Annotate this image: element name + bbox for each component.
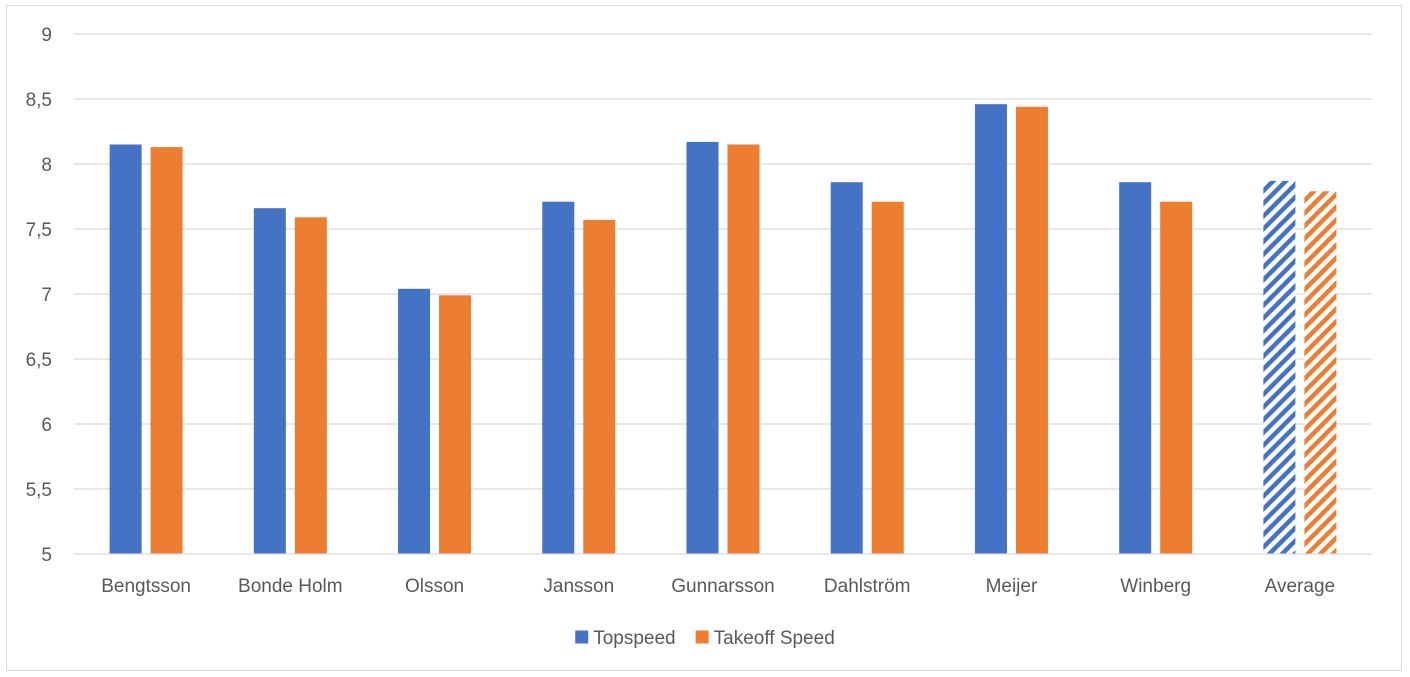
x-tick-label: Dahlström — [824, 576, 911, 597]
legend-swatch-takeoff-speed — [695, 630, 709, 644]
y-tick-label: 8,5 — [26, 90, 52, 111]
bar-takeoff-speed-olsson — [439, 295, 472, 554]
gridlines — [74, 33, 1372, 490]
bar-takeoff-speed-meijer — [1015, 106, 1048, 555]
y-tick-label: 6,5 — [26, 350, 52, 371]
x-tick-label: Bengtsson — [101, 576, 191, 597]
y-tick-label: 7 — [41, 285, 52, 306]
bar-topspeed-winberg — [1119, 182, 1152, 554]
bar-takeoff-speed-average — [1304, 191, 1337, 555]
bar-topspeed-dahlstrom — [830, 182, 863, 554]
x-tick-label: Average — [1265, 576, 1335, 597]
y-tick-label: 5,5 — [26, 480, 52, 501]
bar-topspeed-average — [1263, 180, 1296, 554]
legend: Topspeed Takeoff Speed — [575, 628, 835, 649]
legend-swatch-topspeed — [575, 630, 589, 644]
legend-label-takeoff-speed: Takeoff Speed — [714, 628, 835, 649]
x-tick-label: Jansson — [543, 576, 614, 597]
bars — [109, 104, 1337, 555]
bar-takeoff-speed-gunnarsson — [727, 144, 760, 554]
bar-topspeed-bonde-holm — [253, 208, 286, 554]
bar-topspeed-meijer — [974, 104, 1007, 554]
bar-topspeed-olsson — [398, 288, 431, 554]
bar-takeoff-speed-dahlstrom — [871, 201, 904, 554]
bar-takeoff-speed-bengtsson — [150, 147, 183, 554]
bar-topspeed-gunnarsson — [686, 141, 719, 554]
x-tick-label: Meijer — [986, 576, 1038, 597]
y-tick-label: 8 — [41, 155, 52, 176]
bar-takeoff-speed-winberg — [1160, 201, 1193, 554]
x-tick-label: Olsson — [405, 576, 464, 597]
bar-takeoff-speed-jansson — [583, 219, 616, 554]
x-tick-label: Bonde Holm — [238, 576, 343, 597]
bar-topspeed-jansson — [542, 201, 575, 554]
bar-topspeed-bengtsson — [109, 144, 142, 554]
axes: 5 5,5 6 6,5 7 7,5 8 8,5 9 Bengtsson Bonde Holm Olss… — [26, 25, 1372, 597]
y-tick-label: 5 — [41, 545, 52, 566]
legend-label-topspeed: Topspeed — [593, 628, 675, 649]
x-tick-label: Gunnarsson — [671, 576, 775, 597]
bar-takeoff-speed-bonde-holm — [294, 217, 327, 555]
y-tick-label: 7,5 — [26, 220, 52, 241]
y-tick-label: 9 — [41, 25, 52, 46]
y-tick-label: 6 — [41, 415, 52, 436]
x-tick-label: Winberg — [1120, 576, 1191, 597]
